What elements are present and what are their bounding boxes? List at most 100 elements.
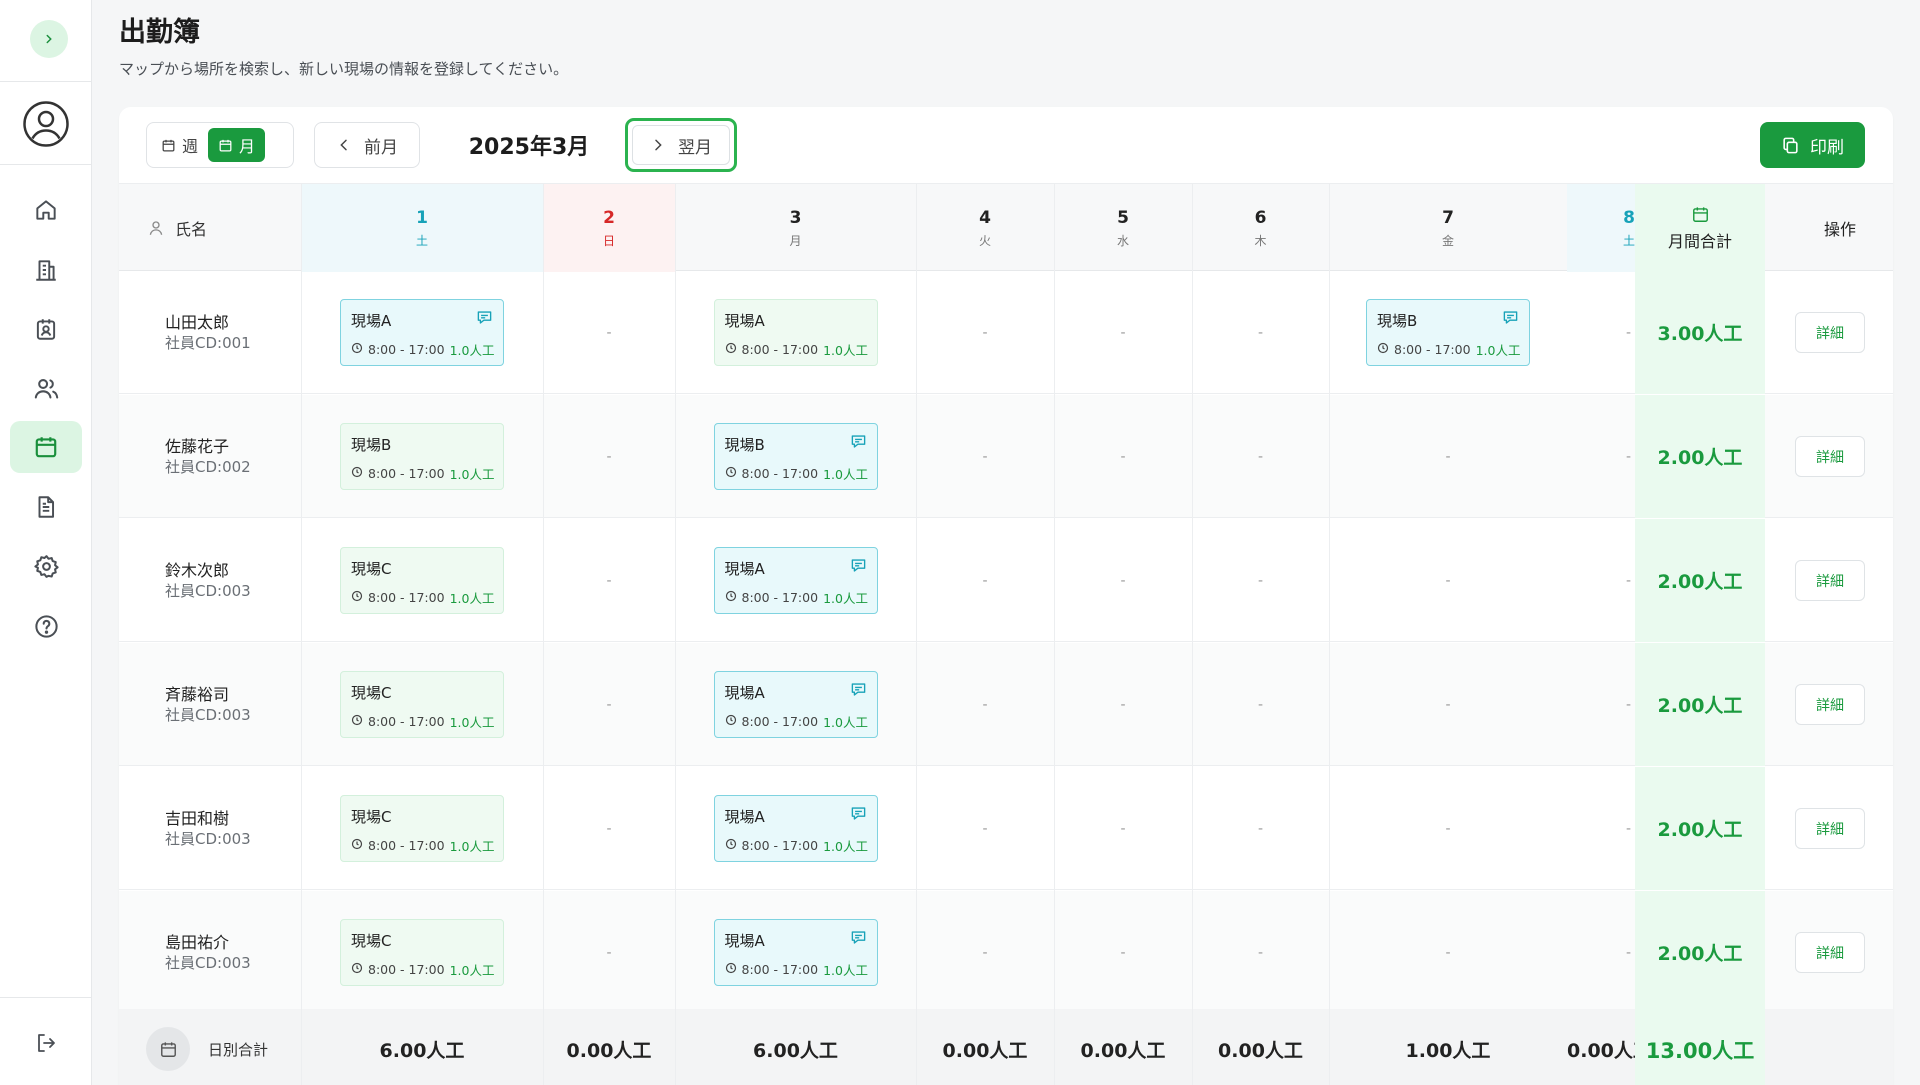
attendance-entry[interactable]: 現場C 8:00 - 17:00 1.0人工 — [340, 795, 504, 862]
day-number: 7 — [1442, 207, 1454, 228]
work-amount: 1.0人工 — [449, 467, 495, 482]
attendance-entry[interactable]: 現場A 8:00 - 17:00 1.0人工 — [713, 919, 878, 986]
sidebar-item-settings[interactable] — [10, 540, 82, 592]
time-range: 8:00 - 17:00 — [741, 962, 819, 977]
attendance-entry[interactable]: 現場C 8:00 - 17:00 1.0人工 — [340, 919, 504, 986]
comment-icon — [850, 558, 867, 573]
sidebar-item-reports[interactable] — [10, 481, 82, 533]
attendance-entry[interactable]: 現場C 8:00 - 17:00 1.0人工 — [340, 671, 504, 738]
prev-month-button[interactable]: 前月 — [314, 122, 420, 168]
view-week-label: 週 — [182, 137, 199, 156]
detail-button[interactable]: 詳細 — [1795, 684, 1865, 725]
daily-total-label-cell: 日別合計 — [146, 1009, 268, 1085]
day-cell: 現場A 8:00 - 17:00 1.0人工 — [675, 519, 916, 642]
users-icon — [34, 378, 58, 399]
empty-dash: - — [1445, 572, 1451, 589]
detail-button[interactable]: 詳細 — [1795, 560, 1865, 601]
day-cell: - — [1054, 519, 1192, 642]
attendance-entry[interactable]: 現場B 8:00 - 17:00 1.0人工 — [1366, 299, 1530, 366]
day-cell: 現場A 8:00 - 17:00 1.0人工 — [675, 767, 916, 890]
sidebar-toggle-button[interactable] — [30, 20, 68, 58]
monthly-total-label: 月間合計 — [1667, 231, 1732, 251]
comment-icon — [476, 310, 493, 325]
view-week-button[interactable]: 週 — [151, 128, 208, 162]
work-time: 8:00 - 17:00 1.0人工 — [725, 960, 868, 979]
attendance-entry[interactable]: 現場A 8:00 - 17:00 1.0人工 — [713, 795, 878, 862]
attendance-entry[interactable]: 現場B 8:00 - 17:00 1.0人工 — [340, 423, 504, 490]
empty-dash: - — [1257, 820, 1264, 837]
user-avatar-icon — [23, 101, 69, 147]
site-name: 現場A — [724, 684, 765, 702]
attendance-entry[interactable]: 現場A 8:00 - 17:00 1.0人工 — [713, 547, 878, 614]
sidebar-item-members[interactable] — [10, 303, 82, 355]
day-weekday: 水 — [1116, 233, 1129, 248]
day-weekday: 火 — [978, 233, 991, 248]
clock-icon — [725, 342, 737, 357]
work-amount: 1.0人工 — [449, 715, 495, 730]
clock-icon — [725, 962, 737, 977]
attendance-entry[interactable]: 現場A 8:00 - 17:00 1.0人工 — [713, 671, 878, 738]
detail-button[interactable]: 詳細 — [1795, 808, 1865, 849]
comment-icon — [850, 806, 867, 821]
day-cell: 現場C 8:00 - 17:00 1.0人工 — [301, 767, 543, 890]
attendance-entry[interactable]: 現場C 8:00 - 17:00 1.0人工 — [340, 547, 504, 614]
empty-dash: - — [1257, 572, 1264, 589]
time-range: 8:00 - 17:00 — [741, 838, 819, 853]
empty-dash: - — [1257, 944, 1264, 961]
work-amount: 1.0人工 — [449, 839, 495, 854]
clock-icon — [725, 590, 737, 605]
day-weekday: 土 — [1622, 233, 1635, 248]
view-month-button[interactable]: 月 — [208, 128, 266, 162]
daily-total-value: 0.00人工 — [566, 1039, 652, 1062]
day-cell: - — [1054, 643, 1192, 766]
detail-button[interactable]: 詳細 — [1795, 312, 1865, 353]
day-cell: 現場A 8:00 - 17:00 1.0人工 — [301, 271, 543, 394]
day-cell: - — [1054, 271, 1192, 394]
empty-dash: - — [1120, 324, 1126, 341]
avatar[interactable] — [22, 100, 70, 148]
attendance-entry[interactable]: 現場A 8:00 - 17:00 1.0人工 — [713, 299, 878, 366]
sidebar-item-attendance[interactable] — [10, 421, 82, 473]
empty-dash: - — [1445, 696, 1451, 713]
grid-line — [675, 183, 676, 1085]
logout-button[interactable] — [28, 1028, 64, 1058]
work-time: 8:00 - 17:00 1.0人工 — [351, 960, 494, 979]
time-range: 8:00 - 17:00 — [368, 838, 445, 853]
attendance-entry[interactable]: 現場B 8:00 - 17:00 1.0人工 — [713, 423, 878, 490]
work-time: 8:00 - 17:00 1.0人工 — [351, 712, 494, 731]
next-month-label: 翌月 — [678, 137, 712, 158]
work-time: 8:00 - 17:00 1.0人工 — [1377, 340, 1520, 359]
calendar-icon — [35, 437, 57, 458]
day-number: 2 — [603, 207, 615, 228]
empty-dash: - — [1625, 820, 1631, 837]
time-range: 8:00 - 17:00 — [368, 962, 445, 977]
empty-dash: - — [606, 820, 612, 837]
time-range: 8:00 - 17:00 — [741, 714, 819, 729]
print-button[interactable]: 印刷 — [1760, 122, 1865, 168]
sidebar-item-users[interactable] — [10, 362, 82, 414]
grid-line — [1192, 183, 1193, 1085]
detail-button[interactable]: 詳細 — [1795, 932, 1865, 973]
grid-line — [543, 183, 544, 1085]
sidebar-item-sites[interactable] — [10, 244, 82, 296]
empty-dash: - — [1445, 820, 1451, 837]
empty-dash: - — [1120, 448, 1126, 465]
day-cell: - — [1567, 519, 1635, 642]
table-row: 島田祐介 社員CD:003 現場C 8:00 - 17:00 1.0人工 - 現場A 8:00… — [119, 891, 1893, 1014]
sidebar-item-help[interactable] — [10, 600, 82, 652]
attendance-entry[interactable]: 現場A 8:00 - 17:00 1.0人工 — [340, 299, 504, 366]
detail-button[interactable]: 詳細 — [1795, 436, 1865, 477]
day-cell: - — [1054, 891, 1192, 1014]
prev-month-label: 前月 — [364, 137, 398, 158]
work-time: 8:00 - 17:00 1.0人工 — [351, 464, 494, 483]
next-month-button[interactable]: 翌月 — [625, 118, 737, 172]
sidebar-item-home[interactable] — [10, 184, 82, 236]
sidebar-divider — [0, 997, 92, 998]
empty-dash: - — [606, 448, 612, 465]
